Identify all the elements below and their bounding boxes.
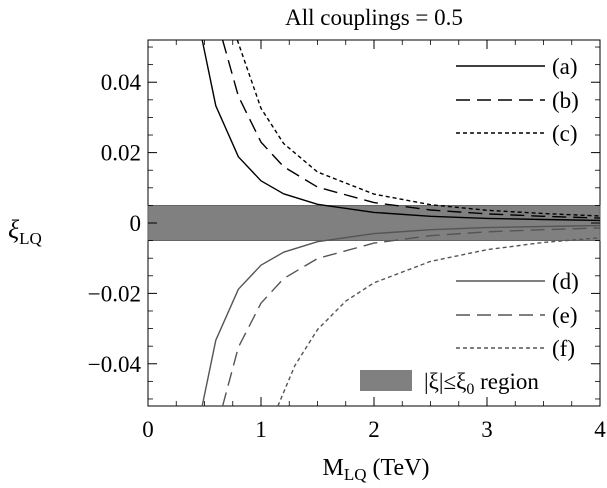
legend-label-e: (e) (552, 303, 578, 328)
y-tick-label: 0 (130, 211, 142, 236)
y-axis-label: ξLQ (8, 215, 42, 248)
x-tick-label: 1 (255, 417, 267, 442)
series-line-a (201, 40, 600, 222)
legend-label-f: (f) (552, 336, 575, 361)
legend-band-label: |ξ|≤ξ0 region (424, 369, 539, 398)
x-axis-label: MLQ (TeV) (323, 455, 430, 484)
legend-label-c: (c) (552, 121, 578, 146)
legend-band-swatch (360, 370, 412, 391)
x-tick-label: 2 (368, 417, 380, 442)
y-tick-label: 0.04 (101, 70, 142, 95)
legend-label-a: (a) (552, 54, 578, 79)
xi-zero-band (147, 205, 601, 241)
x-tick-label: 3 (481, 417, 493, 442)
y-tick-label: −0.02 (88, 281, 141, 306)
series-line-b (221, 40, 600, 219)
legend-label-d: (d) (552, 269, 579, 294)
x-tick-label: 4 (594, 417, 606, 442)
chart-title: All couplings = 0.5 (285, 5, 463, 30)
legend-label-b: (b) (552, 88, 579, 113)
y-tick-label: −0.04 (88, 352, 142, 377)
series-line-e (221, 227, 600, 406)
series-line-d (201, 224, 600, 406)
series-line-f (277, 237, 600, 406)
x-tick-label: 0 (142, 417, 154, 442)
y-tick-label: 0.02 (101, 141, 141, 166)
series-line-c (236, 40, 600, 217)
